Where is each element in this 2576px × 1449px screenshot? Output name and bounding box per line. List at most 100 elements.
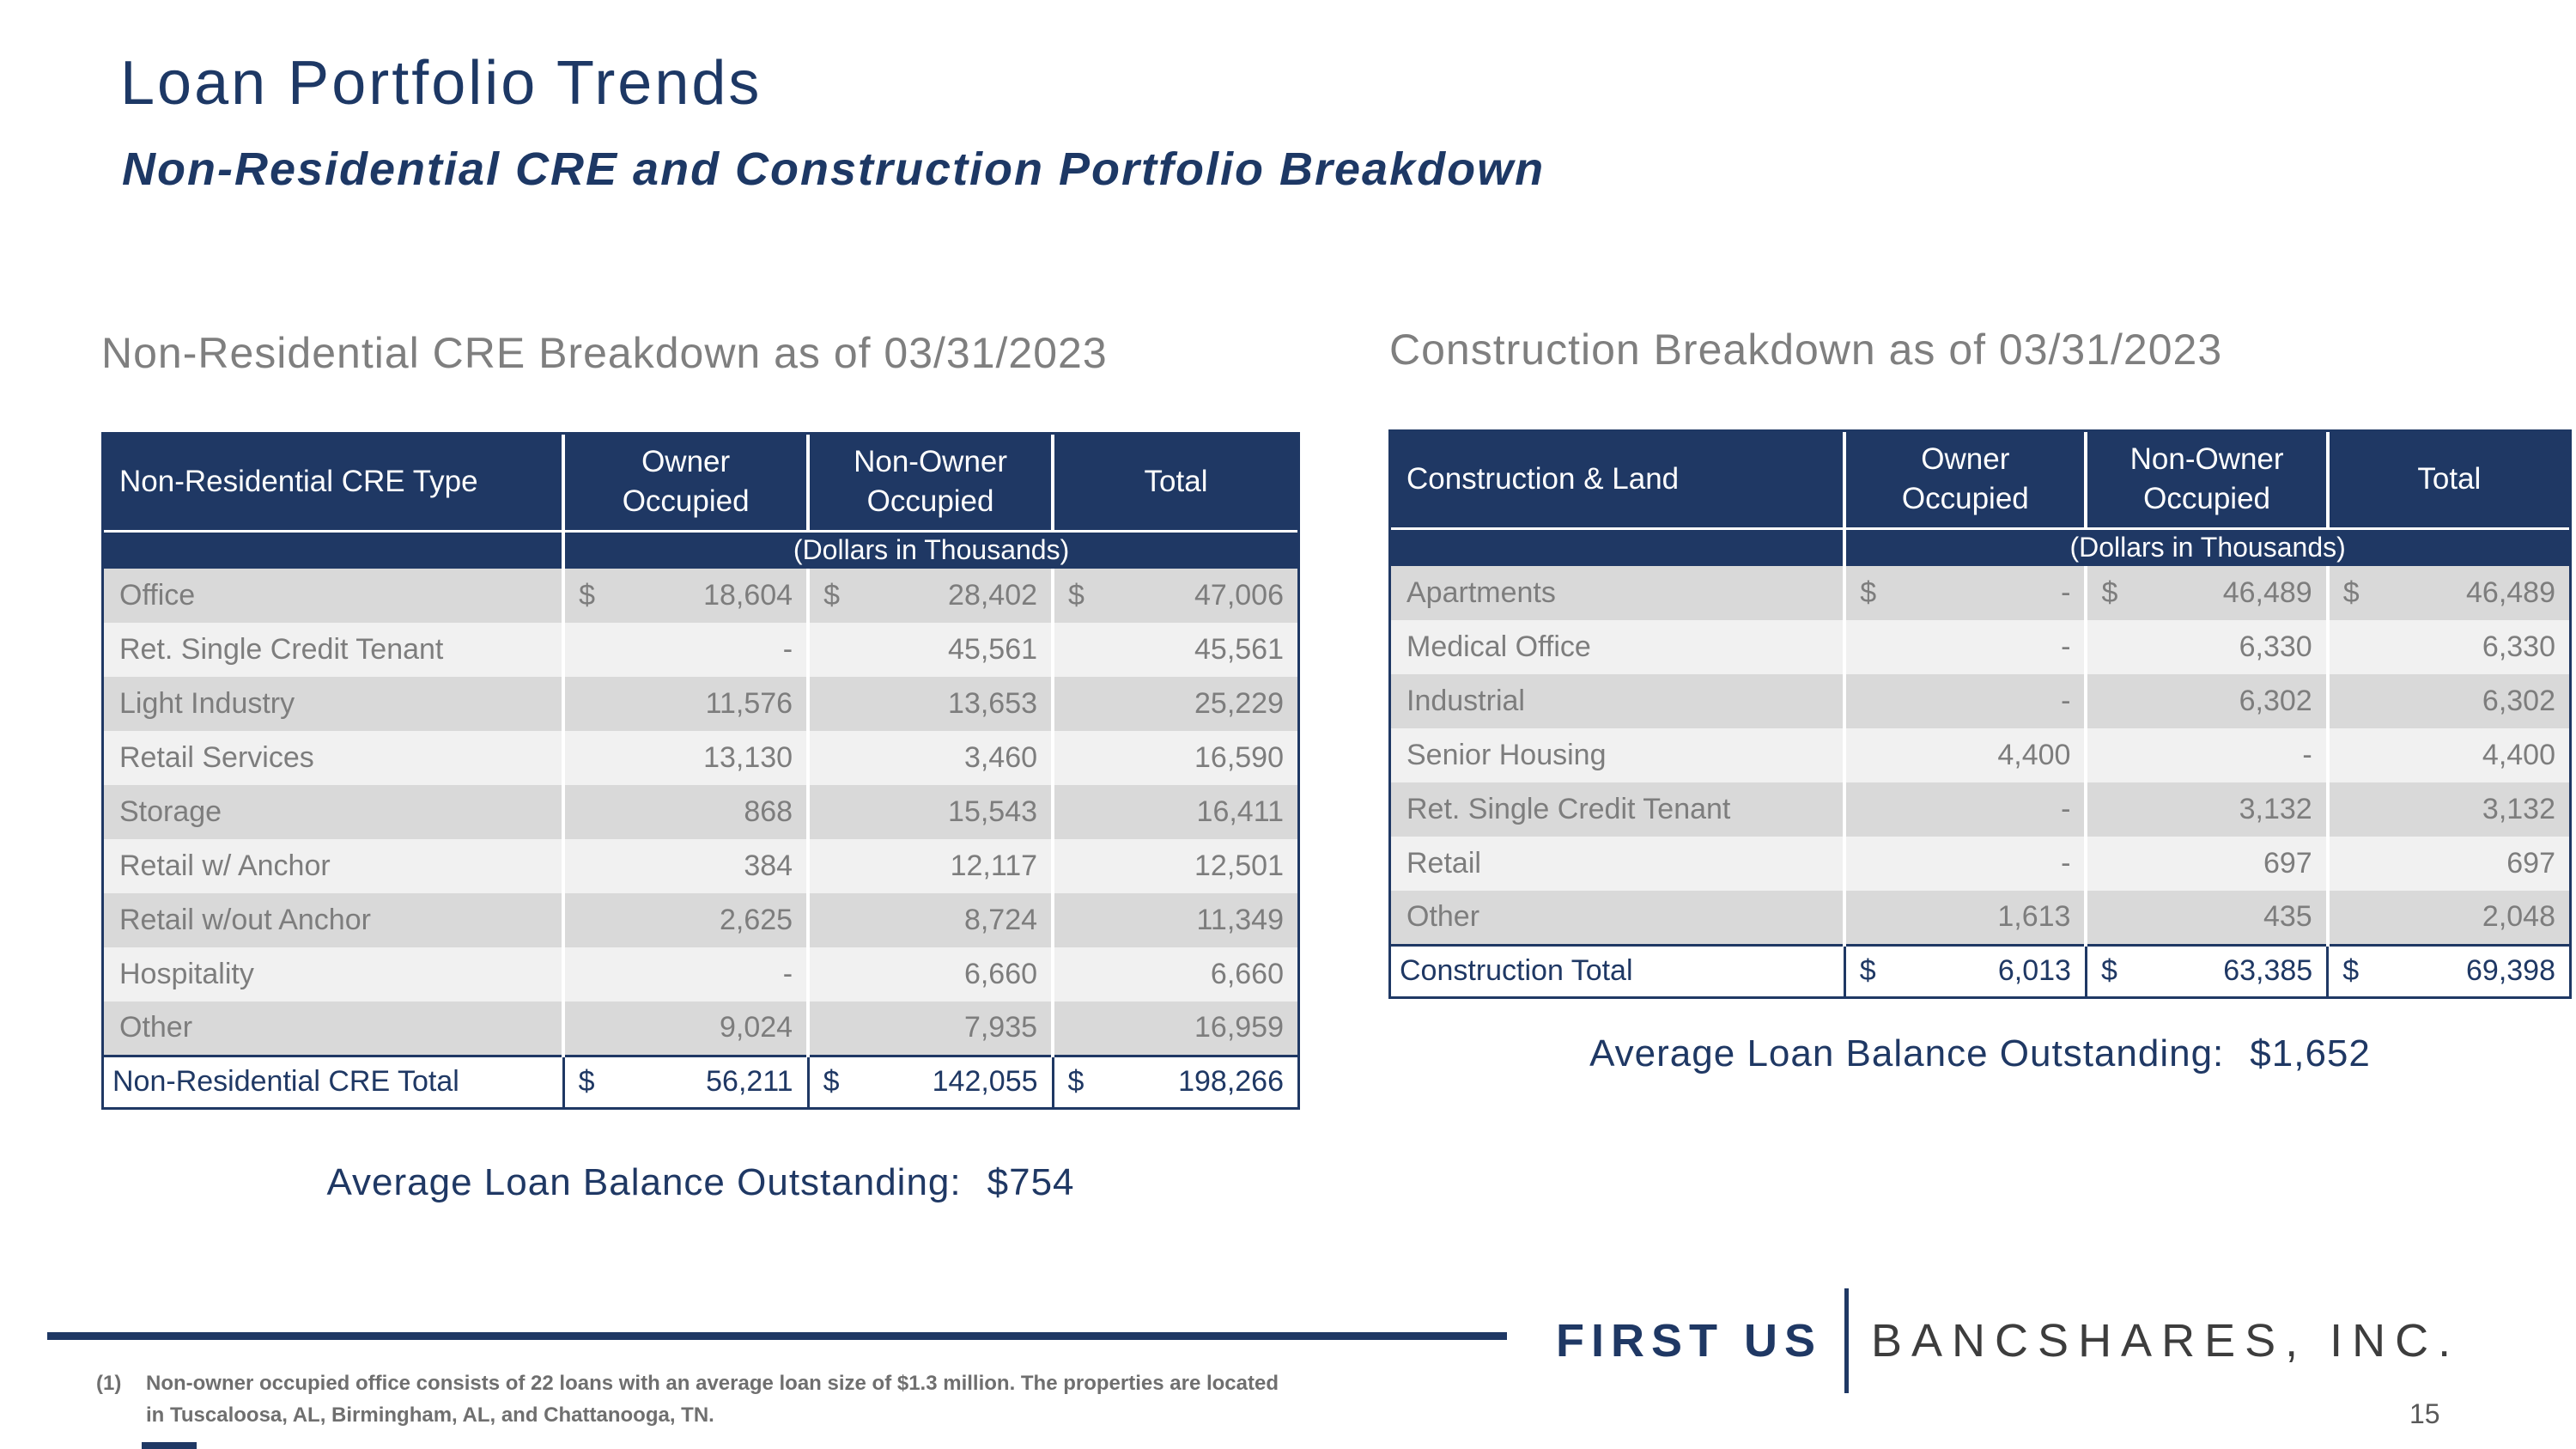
- cell-non-owner-occupied: 7,935: [806, 1002, 1054, 1056]
- cell-value: 697: [2263, 847, 2312, 880]
- column-header-type: Non-Residential CRE Type: [104, 435, 564, 531]
- average-balance-value: $754: [987, 1161, 1075, 1203]
- cell-total: 11,349: [1051, 893, 1297, 947]
- cell-value: -: [2061, 793, 2071, 825]
- cell-total: 16,959: [1051, 1002, 1297, 1056]
- cell-value: 7,935: [963, 1011, 1038, 1044]
- units-note: (Dollars in Thousands): [562, 529, 1297, 569]
- cell-value: 4,400: [1997, 739, 2071, 771]
- column-header-owner-occupied: Owner Occupied: [1843, 432, 2087, 528]
- bottom-left-accent-bar: [142, 1442, 197, 1449]
- cell-value: 45,561: [1194, 633, 1284, 666]
- table-row: Retail w/out Anchor 2,625 8,724 11,349: [104, 893, 1297, 947]
- cell-value: 6,013: [1997, 954, 2071, 988]
- cell-non-owner-occupied: $28,402: [806, 569, 1054, 623]
- cell-value: 3,460: [963, 741, 1038, 774]
- table-row: Medical Office - 6,330 6,330: [1391, 620, 2569, 674]
- cell-value: 6,660: [1210, 958, 1284, 990]
- page-number: 15: [2409, 1398, 2440, 1429]
- row-label: Storage: [104, 785, 564, 839]
- cell-owner-occupied: 11,576: [562, 677, 809, 731]
- cell-value: 13,130: [703, 741, 793, 774]
- cell-owner-occupied: -: [1843, 674, 2087, 728]
- cell-value: 18,604: [703, 579, 793, 612]
- row-label: Retail w/ Anchor: [104, 839, 564, 893]
- cell-value: 15,543: [948, 795, 1038, 828]
- cell-owner-occupied: 2,625: [562, 893, 809, 947]
- cell-value: 12,501: [1194, 849, 1284, 882]
- cell-non-owner-occupied: 8,724: [806, 893, 1054, 947]
- cell-non-owner-occupied: 45,561: [806, 623, 1054, 677]
- column-header-owner-occupied: Owner Occupied: [562, 435, 809, 531]
- cell-value: 69,398: [2466, 954, 2555, 988]
- total-row-label: Non-Residential CRE Total: [104, 1054, 564, 1107]
- cell-owner-occupied: $18,604: [562, 569, 809, 623]
- cell-value: 6,330: [2239, 630, 2312, 663]
- cell-total: 3,132: [2325, 782, 2569, 837]
- logo-divider: [1844, 1288, 1850, 1393]
- cell-owner-occupied: 868: [562, 785, 809, 839]
- page-title: Loan Portfolio Trends: [120, 49, 762, 118]
- footnote-marker: (1): [96, 1372, 122, 1395]
- cell-value: 384: [744, 849, 793, 882]
- cell-non-owner-occupied: 3,460: [806, 731, 1054, 785]
- average-balance-label: Average Loan Balance Outstanding:: [1589, 1032, 2225, 1075]
- cell-total: 697: [2325, 837, 2569, 891]
- units-spacer: [1391, 527, 1845, 566]
- cell-total: 45,561: [1051, 623, 1297, 677]
- cell-value: 56,211: [706, 1065, 793, 1099]
- construction-average-balance: Average Loan Balance Outstanding: $1,652: [1388, 1032, 2572, 1075]
- cell-total: 16,411: [1051, 785, 1297, 839]
- header-row: Non-Residential CRE Type Owner Occupied …: [104, 435, 1297, 531]
- cell-value: 28,402: [948, 579, 1038, 612]
- cell-value: 16,959: [1194, 1011, 1284, 1044]
- cell-owner-occupied: -: [1843, 782, 2087, 837]
- table-row: Ret. Single Credit Tenant - 3,132 3,132: [1391, 782, 2569, 837]
- row-label: Other: [104, 1002, 564, 1056]
- logo-first-us-text: FIRST US: [1556, 1315, 1823, 1367]
- cell-value: -: [2302, 739, 2312, 771]
- currency-symbol: $: [2342, 954, 2360, 988]
- cell-total: 12,501: [1051, 839, 1297, 893]
- cre-section-title: Non-Residential CRE Breakdown as of 03/3…: [101, 329, 1108, 377]
- cell-total: 4,400: [2325, 728, 2569, 782]
- cell-value: 9,024: [720, 1011, 793, 1044]
- table-row: Other 1,613 435 2,048: [1391, 891, 2569, 945]
- cell-total: 25,229: [1051, 677, 1297, 731]
- cell-value: 2,625: [720, 904, 793, 936]
- table-row: Light Industry 11,576 13,653 25,229: [104, 677, 1297, 731]
- row-label: Hospitality: [104, 947, 564, 1002]
- table-row: Retail - 697 697: [1391, 837, 2569, 891]
- cell-value: 6,302: [2239, 685, 2312, 717]
- table-row: Apartments $ - $46,489 $46,489: [1391, 566, 2569, 620]
- row-label: Ret. Single Credit Tenant: [104, 623, 564, 677]
- cell-non-owner-occupied: 12,117: [806, 839, 1054, 893]
- cell-value: 697: [2506, 847, 2555, 880]
- cell-value: 11,576: [705, 687, 793, 720]
- cell-total: 6,660: [1051, 947, 1297, 1002]
- table-row: Hospitality - 6,660 6,660: [104, 947, 1297, 1002]
- cell-total: 16,590: [1051, 731, 1297, 785]
- total-row: Construction Total $6,013 $63,385 $69,39…: [1391, 943, 2569, 996]
- cell-owner-occupied: 1,613: [1843, 891, 2087, 945]
- cell-value: 1,613: [1997, 900, 2071, 934]
- cell-non-owner-occupied: 15,543: [806, 785, 1054, 839]
- row-label: Medical Office: [1391, 620, 1845, 674]
- column-header-total: Total: [2325, 432, 2569, 528]
- cell-non-owner-occupied: $46,489: [2084, 566, 2328, 620]
- cell-value: 868: [744, 795, 793, 828]
- cell-value: 25,229: [1194, 687, 1284, 720]
- average-balance-label: Average Loan Balance Outstanding:: [326, 1161, 962, 1203]
- cell-value: -: [782, 633, 793, 666]
- cell-non-owner-occupied: 6,302: [2084, 674, 2328, 728]
- cell-owner-occupied: 13,130: [562, 731, 809, 785]
- table-row: Office $18,604 $28,402 $47,006: [104, 569, 1297, 623]
- row-label: Retail Services: [104, 731, 564, 785]
- column-header-non-owner-occupied: Non-Owner Occupied: [806, 435, 1054, 531]
- units-row: (Dollars in Thousands): [104, 529, 1297, 569]
- cell-value: 4,400: [2482, 739, 2555, 771]
- cell-non-owner-occupied: 6,660: [806, 947, 1054, 1002]
- cell-value: -: [782, 958, 793, 990]
- cell-value: 63,385: [2223, 954, 2313, 988]
- cre-table: Non-Residential CRE Type Owner Occupied …: [101, 432, 1300, 1110]
